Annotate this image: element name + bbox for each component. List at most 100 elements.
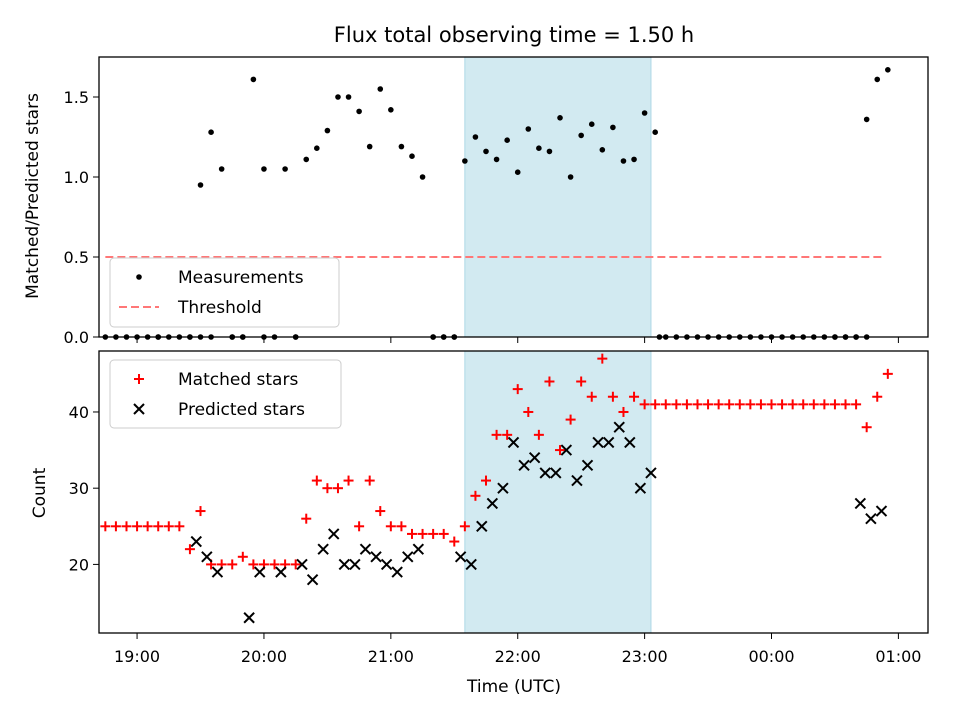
matched-star-point	[840, 399, 851, 410]
matched-star-point	[153, 521, 164, 532]
measurement-point	[525, 126, 532, 132]
matched-star-point	[586, 391, 597, 402]
measurement-point	[345, 94, 352, 100]
predicted-star-point	[602, 436, 615, 449]
bottom-y-axis-label: Count	[30, 467, 50, 518]
x-marker-b	[338, 558, 351, 571]
observing-window-span-bottom	[464, 350, 652, 634]
measurement-point	[377, 86, 384, 92]
matched-star-point	[364, 475, 375, 486]
matched-star-point	[110, 521, 121, 532]
matched-star-point	[428, 528, 439, 539]
x-marker-b	[486, 497, 499, 510]
predicted-star-point	[497, 482, 509, 494]
matched-star-point	[851, 399, 862, 410]
matched-star-point	[100, 521, 111, 532]
matched-star-point	[459, 521, 470, 532]
chart-title: Flux total observing time = 1.50 h	[334, 23, 694, 47]
predicted-star-point	[560, 444, 573, 456]
matched-star-point	[269, 559, 280, 570]
matched-star-point	[755, 399, 766, 410]
measurement-point	[366, 143, 373, 150]
measurement-point	[652, 129, 658, 135]
measurement-point	[462, 158, 468, 164]
predicted-star-point	[370, 551, 382, 563]
predicted-star-point	[412, 543, 425, 555]
measurement-point	[588, 121, 595, 127]
bottom-y-tick-label: 20	[69, 555, 89, 574]
matched-star-point	[163, 521, 174, 532]
matched-star-point	[692, 399, 703, 410]
matched-star-point	[650, 399, 661, 410]
predicted-star-point	[854, 497, 867, 510]
predicted-star-point	[486, 497, 499, 510]
matched-star-point	[438, 528, 449, 539]
predicted-star-point	[201, 551, 213, 563]
measurement-point	[218, 166, 225, 172]
x-marker-b	[328, 528, 340, 540]
x-marker-b	[133, 403, 145, 415]
predicted-star-point	[624, 436, 636, 449]
predicted-star-point	[613, 421, 625, 433]
x-marker-b	[349, 558, 361, 571]
predicted-star-point	[592, 436, 604, 449]
measurement-point	[514, 169, 521, 175]
matched-star-point	[385, 521, 396, 532]
measurement-point	[863, 116, 870, 123]
matched-star-point	[502, 429, 513, 440]
matched-star-point	[406, 528, 417, 539]
matched-star-point	[375, 506, 386, 517]
legend-predicted-label: Predicted stars	[178, 400, 305, 420]
matched-star-point	[174, 521, 185, 532]
matched-star-point	[597, 353, 608, 364]
x-marker-b	[402, 551, 414, 563]
top-y-tick-label: 0.5	[64, 248, 89, 267]
predicted-star-point	[338, 558, 351, 571]
matched-star-point	[290, 559, 301, 570]
matched-star-point	[777, 399, 788, 410]
x-marker-b	[391, 566, 403, 578]
matched-star-point	[322, 483, 333, 494]
measurement-point	[641, 110, 648, 116]
top-y-tick-label: 1.0	[64, 168, 89, 187]
measurement-point	[610, 124, 616, 131]
x-marker-b	[865, 512, 877, 525]
matched-star-point	[660, 399, 671, 410]
matched-star-point	[343, 475, 354, 486]
measurement-point	[631, 156, 637, 163]
matched-star-point	[237, 551, 248, 562]
matched-star-point	[639, 399, 650, 410]
measurement-point	[282, 166, 288, 172]
top-y-tick-label: 1.5	[64, 88, 89, 107]
measurement-point	[874, 76, 881, 83]
matched-star-point	[618, 406, 629, 417]
measurement-point	[250, 76, 257, 83]
measurement-point	[483, 148, 489, 155]
x-marker-b	[190, 535, 202, 548]
x-marker-b	[497, 482, 509, 494]
measurement-point	[335, 94, 341, 100]
matched-star-point	[681, 399, 692, 410]
predicted-star-point	[645, 467, 657, 479]
matched-star-point	[629, 391, 640, 402]
matched-star-point	[332, 483, 343, 494]
x-tick-label: 19:00	[114, 647, 160, 666]
x-marker-b	[550, 467, 562, 479]
x-tick-label: 21:00	[368, 647, 414, 666]
x-marker-b	[624, 436, 636, 449]
matched-star-point	[523, 406, 534, 417]
matched-star-point	[829, 399, 840, 410]
measurement-point	[303, 156, 310, 163]
measurement-point	[208, 129, 214, 135]
measurement-point	[567, 174, 574, 180]
x-tick-label: 00:00	[748, 647, 794, 666]
x-marker-b	[581, 459, 594, 472]
legend-matched-marker	[134, 374, 144, 384]
measurement-point	[419, 174, 426, 180]
predicted-star-point	[296, 558, 308, 571]
matched-star-point	[512, 384, 523, 395]
measurement-point	[197, 182, 204, 188]
predicted-star-point	[317, 543, 329, 555]
predicted-star-point	[454, 551, 467, 563]
matched-star-point	[808, 399, 819, 410]
